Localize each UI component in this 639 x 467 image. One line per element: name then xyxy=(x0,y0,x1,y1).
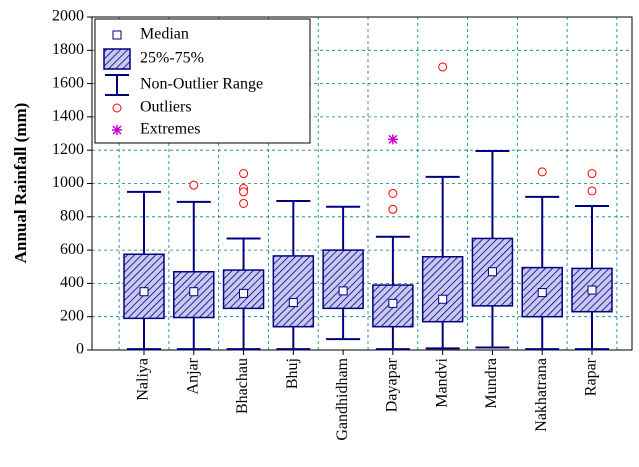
x-tick-label: Mandvi xyxy=(433,357,450,407)
plot-frame xyxy=(91,16,633,351)
legend-label: Non-Outlier Range xyxy=(140,76,263,93)
outlier xyxy=(438,62,448,72)
y-tick-label: 800 xyxy=(60,207,84,224)
outlier xyxy=(239,169,249,179)
y-tick-label: 1200 xyxy=(52,141,84,158)
outlier xyxy=(239,198,249,208)
x-tick-label: Nakhatrana xyxy=(533,358,550,432)
legend-outlier xyxy=(112,103,122,113)
x-tick-label: Bhachau xyxy=(234,358,251,414)
x-tick-label: Anjar xyxy=(184,357,201,394)
outlier xyxy=(388,188,398,198)
box xyxy=(123,253,165,320)
x-tick-label: Dayapar xyxy=(384,357,401,412)
y-tick-label: 200 xyxy=(60,307,84,324)
x-tick-label: Mundra xyxy=(483,358,500,409)
x-tick-label: Naliya xyxy=(135,358,152,401)
box xyxy=(272,255,315,328)
legend-label: 25%-75% xyxy=(140,50,204,67)
legend-extreme xyxy=(112,125,122,135)
median xyxy=(537,288,547,298)
median xyxy=(239,288,249,298)
legend-box xyxy=(94,18,311,144)
y-tick-label: 2000 xyxy=(52,8,84,25)
extreme xyxy=(387,134,398,145)
outlier xyxy=(388,204,398,214)
y-tick-label: 1400 xyxy=(52,108,84,125)
legend-box-swatch xyxy=(103,48,131,70)
outlier xyxy=(537,167,547,177)
box xyxy=(322,249,364,310)
box xyxy=(421,256,464,323)
outlier xyxy=(587,169,597,179)
x-tick-label: Rapar xyxy=(583,357,600,396)
legend-label: Median xyxy=(140,26,189,43)
median xyxy=(189,287,199,297)
median xyxy=(388,298,398,308)
y-tick-label: 1000 xyxy=(52,174,84,191)
outlier xyxy=(239,187,249,197)
x-tick-label: Bhuj xyxy=(284,358,301,389)
median xyxy=(487,267,497,277)
y-tick-label: 400 xyxy=(60,274,84,291)
median xyxy=(139,287,149,297)
legend-label: Outliers xyxy=(140,99,192,116)
outlier xyxy=(587,186,597,196)
median xyxy=(338,286,348,296)
x-tick-label: Gandhidham xyxy=(334,357,351,440)
y-axis-label: Annual Rainfall (mm) xyxy=(11,103,30,264)
legend-median xyxy=(112,30,122,40)
median xyxy=(438,294,448,304)
y-tick-label: 600 xyxy=(60,241,84,258)
median xyxy=(288,298,298,308)
legend-whisker xyxy=(105,74,129,96)
median xyxy=(587,285,597,295)
y-tick-label: 1800 xyxy=(52,41,84,58)
y-tick-label: 0 xyxy=(76,341,84,358)
y-tick-label: 1600 xyxy=(52,74,84,91)
outlier xyxy=(189,180,199,190)
legend-label: Extremes xyxy=(140,121,200,138)
